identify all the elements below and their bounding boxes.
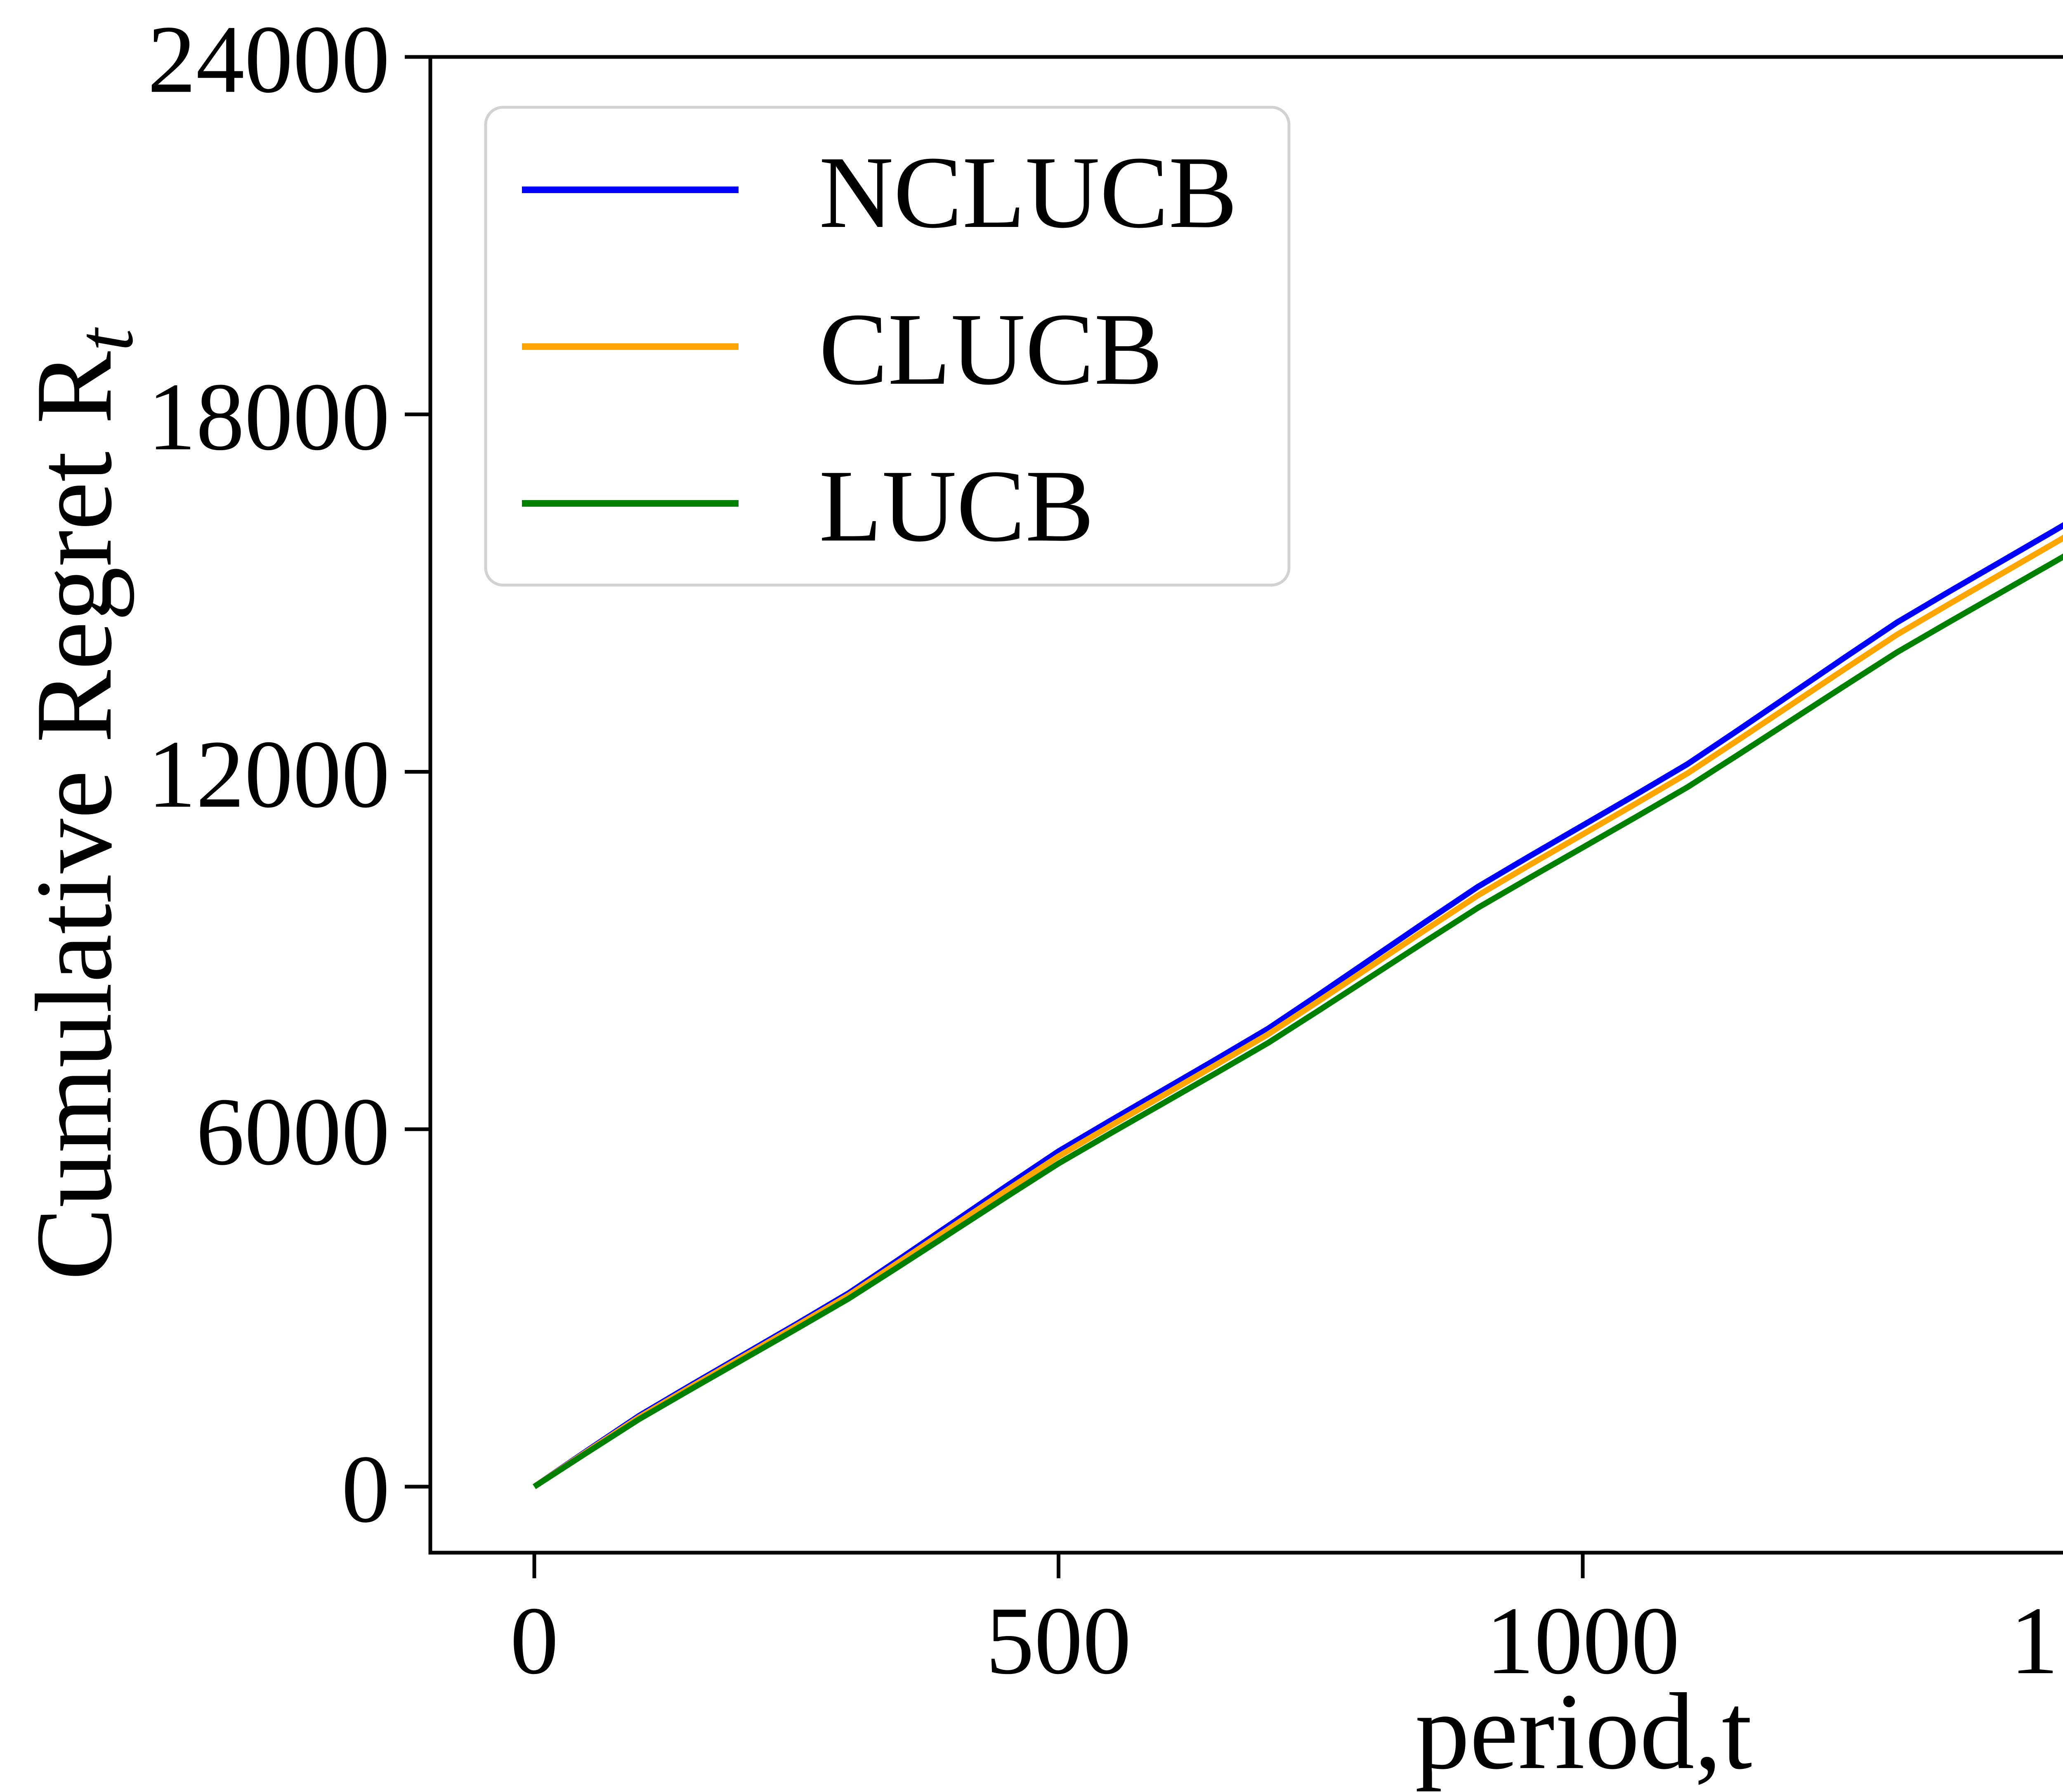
series-line-clucb	[533, 535, 2063, 1489]
y-tick-label: 12000	[148, 720, 390, 828]
legend-entry-lucb: LUCB	[522, 449, 1094, 563]
x-tick-label: 1000	[1486, 1587, 1680, 1694]
legend: NCLUCB CLUCB LUCB	[484, 106, 1291, 587]
x-axis-label: period,t	[1415, 1671, 1753, 1792]
x-tick-label: 0	[510, 1587, 559, 1694]
legend-label-nclucb: NCLUCB	[819, 135, 1237, 250]
legend-label-lucb: LUCB	[819, 449, 1094, 563]
y-axis-label-subscript: t	[61, 327, 150, 351]
y-tick-label: 6000	[196, 1078, 390, 1185]
series-lines	[533, 522, 2063, 1489]
y-axis-ticks: 0 6000 12000 18000 24000	[148, 6, 430, 1543]
x-axis-ticks: 0500100015002000	[510, 1553, 2063, 1694]
y-axis-label: Cumulative Regret Rt	[14, 327, 150, 1280]
legend-label-clucb: CLUCB	[819, 292, 1163, 406]
y-tick-label: 18000	[148, 363, 390, 470]
legend-entry-nclucb: NCLUCB	[522, 135, 1237, 250]
legend-box	[484, 106, 1291, 587]
legend-entry-clucb: CLUCB	[522, 292, 1163, 406]
x-tick-label: 1500	[2010, 1587, 2063, 1694]
series-line-lucb	[533, 553, 2063, 1489]
y-tick-label: 24000	[148, 6, 390, 113]
x-tick-label: 500	[986, 1587, 1131, 1694]
y-axis-label-main: Cumulative Regret R	[14, 351, 135, 1280]
y-tick-label: 0	[342, 1435, 390, 1543]
